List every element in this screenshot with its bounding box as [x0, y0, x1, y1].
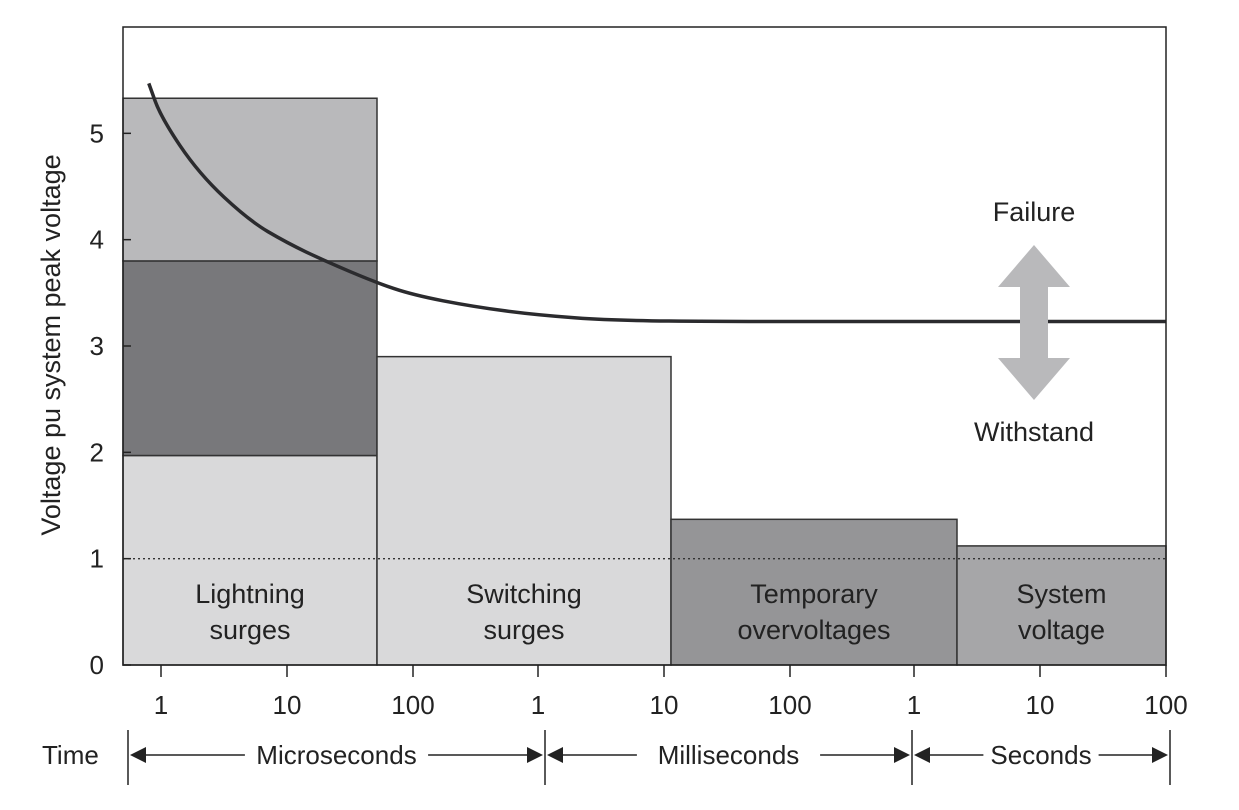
left-arrowhead-icon	[914, 747, 930, 763]
region-bars	[122, 97, 1167, 666]
y-tick-label-5: 5	[90, 118, 104, 148]
right-arrowhead-icon	[894, 747, 910, 763]
time-unit-label-1: Microseconds	[256, 740, 416, 770]
y-tick-label-3: 3	[90, 331, 104, 361]
withstand-annotation: Withstand	[974, 417, 1094, 447]
y-tick-label-4: 4	[90, 225, 104, 255]
region-4-band-1	[956, 545, 1167, 666]
region-labels: Lightning surges Switching surges Temporary o…	[195, 579, 1106, 645]
x-tick-label-4: 1	[531, 690, 545, 720]
right-arrowhead-icon	[527, 747, 543, 763]
region-4-label-line2: voltage	[1018, 615, 1105, 645]
y-tick-label-2: 2	[90, 437, 104, 467]
x-axis-ticks: 1 10 100 1 10 100 1 10 100	[154, 665, 1188, 720]
x-tick-label-7: 1	[907, 690, 921, 720]
y-tick-label-0: 0	[90, 650, 104, 680]
withstand-curve	[147, 82, 1166, 324]
region-1-band-1	[122, 454, 378, 666]
region-1-band-2	[122, 260, 378, 457]
region-1-label-line1: Lightning	[195, 579, 305, 609]
region-3-label-line2: overvoltages	[737, 615, 890, 645]
x-tick-label-8: 10	[1026, 690, 1055, 720]
y-tick-label-1: 1	[90, 544, 104, 574]
failure-annotation: Failure	[993, 197, 1076, 227]
region-2-band-1	[376, 355, 672, 666]
y-axis-label: Voltage pu system peak voltage	[36, 154, 66, 535]
double-arrow-icon	[998, 245, 1070, 400]
x-tick-label-5: 10	[650, 690, 679, 720]
time-unit-row: Microseconds Milliseconds Seconds	[127, 730, 1171, 785]
region-2-label-line1: Switching	[466, 579, 582, 609]
region-1-label-line2: surges	[209, 615, 290, 645]
x-tick-label-1: 1	[154, 690, 168, 720]
region-4-label-line1: System	[1016, 579, 1106, 609]
x-tick-label-9: 100	[1144, 690, 1187, 720]
failure-withstand-arrow-icon	[998, 245, 1070, 400]
x-tick-label-2: 10	[273, 690, 302, 720]
x-tick-label-6: 100	[768, 690, 811, 720]
region-3-label-line1: Temporary	[750, 579, 878, 609]
region-1-band-3	[122, 97, 378, 262]
x-tick-label-3: 100	[391, 690, 434, 720]
region-2-label-line2: surges	[483, 615, 564, 645]
region-3-band-1	[670, 518, 958, 666]
time-row-label: Time	[42, 740, 99, 770]
left-arrowhead-icon	[547, 747, 563, 763]
time-unit-label-3: Seconds	[990, 740, 1091, 770]
right-arrowhead-icon	[1152, 747, 1168, 763]
y-axis-ticks: 0 1 2 3 4 5	[90, 118, 131, 680]
left-arrowhead-icon	[130, 747, 146, 763]
time-unit-label-2: Milliseconds	[658, 740, 800, 770]
